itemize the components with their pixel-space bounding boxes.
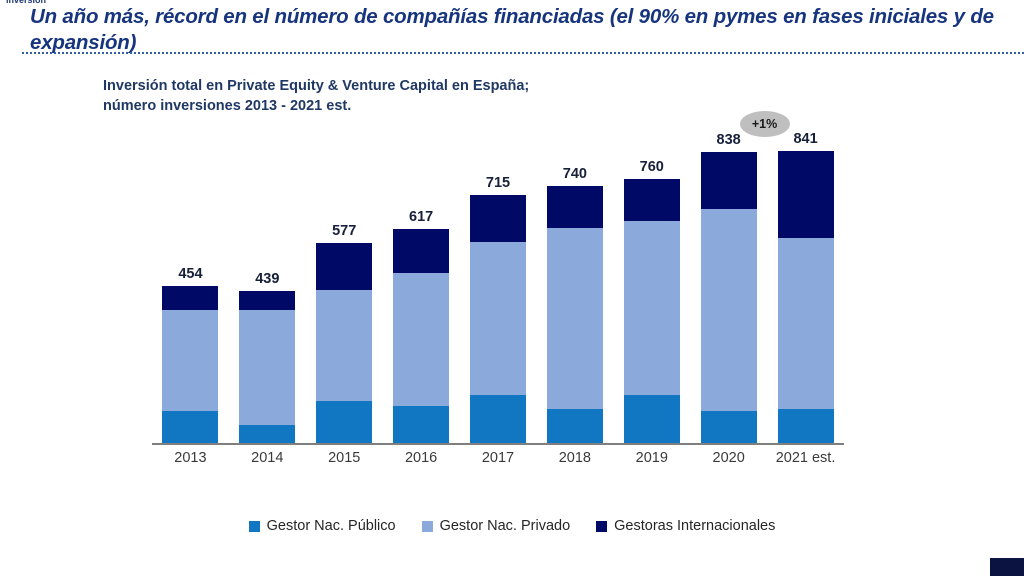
segment-gestoras-internacionales <box>546 185 603 228</box>
bar-2018[interactable] <box>546 185 603 444</box>
segment-gestoras-internacionales <box>777 150 834 239</box>
chart-subtitle: Inversión total en Private Equity & Vent… <box>103 78 530 114</box>
segment-gestor-nac-publico <box>546 409 603 444</box>
chart-legend: Gestor Nac. Público Gestor Nac. Privado Ge… <box>0 518 1024 534</box>
x-axis-label: 2013 <box>174 450 207 466</box>
bar-2016[interactable] <box>393 228 450 444</box>
segment-gestor-nac-privado <box>239 310 296 426</box>
segment-gestor-nac-publico <box>393 405 450 444</box>
x-axis-label: 2018 <box>558 450 591 466</box>
bar-2013[interactable] <box>162 285 219 444</box>
bar-2020[interactable] <box>700 151 757 444</box>
bar-2015[interactable] <box>316 242 373 444</box>
bar-2017[interactable] <box>470 194 526 444</box>
x-axis-line <box>152 443 844 445</box>
segment-gestor-nac-publico <box>777 409 834 444</box>
segment-gestor-nac-privado <box>470 241 526 396</box>
legend-item[interactable]: Gestor Nac. Privado <box>421 518 571 534</box>
corner-decoration <box>990 558 1024 576</box>
bar-value-label: 577 <box>332 222 357 239</box>
segment-gestor-nac-privado <box>700 209 757 411</box>
bar-2019[interactable] <box>623 178 680 444</box>
x-axis-label: 2017 <box>481 450 515 466</box>
legend-label: Gestor Nac. Privado <box>439 518 571 534</box>
slide-title-block: Un año más, récord en el número de compa… <box>0 2 1024 54</box>
legend-swatch-icon <box>248 520 260 532</box>
x-axis-label: 2020 <box>712 450 745 466</box>
bar-value-label: 454 <box>178 265 203 282</box>
segment-gestor-nac-privado <box>546 227 603 410</box>
segment-gestor-nac-publico <box>239 425 296 444</box>
segment-gestoras-internacionales <box>316 242 373 290</box>
legend-swatch-icon <box>596 520 608 532</box>
segment-gestor-nac-publico <box>162 410 219 444</box>
segment-gestor-nac-privado <box>316 289 373 402</box>
x-axis-label: 2015 <box>328 450 361 466</box>
x-axis-label: 2019 <box>635 450 668 466</box>
bar-value-label: 715 <box>485 174 511 191</box>
growth-badge: +1% <box>739 110 790 137</box>
segment-gestoras-internacionales <box>239 290 296 311</box>
segment-gestor-nac-privado <box>623 220 680 396</box>
x-axis-label: 2021 est. <box>775 450 836 466</box>
legend-label: Gestoras Internacionales <box>614 518 776 534</box>
bar-value-label: 740 <box>562 165 587 182</box>
segment-gestor-nac-privado <box>777 238 834 410</box>
segment-gestor-nac-publico <box>700 410 757 444</box>
segment-gestor-nac-publico <box>623 395 680 444</box>
stacked-bar-chart: 454 439 577 617 715 740 760 838 841 +1% <box>152 110 844 444</box>
segment-gestor-nac-privado <box>393 273 450 406</box>
segment-gestoras-internacionales <box>470 194 526 242</box>
bar-value-label: 838 <box>716 131 741 148</box>
top-breadcrumb-text: inversión <box>6 0 46 3</box>
legend-item[interactable]: Gestor Nac. Público <box>248 518 396 534</box>
bar-value-label: 760 <box>639 158 664 175</box>
bar-value-label: 617 <box>409 208 434 225</box>
segment-gestoras-internacionales <box>623 178 680 221</box>
title-divider <box>22 52 1024 54</box>
bar-2014[interactable] <box>239 290 296 444</box>
bar-value-label: 841 <box>793 130 818 147</box>
x-axis-label: 2016 <box>404 450 438 466</box>
x-axis-labels: 2013 2014 2015 2016 2017 2018 2019 2020 2021 est… <box>152 450 844 472</box>
segment-gestoras-internacionales <box>700 151 757 210</box>
bar-2021-est-[interactable] <box>777 150 834 444</box>
x-axis-label: 2014 <box>251 450 284 466</box>
segment-gestor-nac-publico <box>470 395 526 444</box>
segment-gestor-nac-privado <box>162 309 219 411</box>
legend-item[interactable]: Gestoras Internacionales <box>596 518 775 534</box>
legend-label: Gestor Nac. Público <box>266 518 396 534</box>
bar-value-label: 439 <box>255 270 280 287</box>
segment-gestor-nac-publico <box>316 401 373 444</box>
segment-gestoras-internacionales <box>393 228 450 274</box>
segment-gestoras-internacionales <box>162 285 219 310</box>
legend-swatch-icon <box>421 520 433 532</box>
page-title: Un año más, récord en el número de compa… <box>30 5 994 54</box>
